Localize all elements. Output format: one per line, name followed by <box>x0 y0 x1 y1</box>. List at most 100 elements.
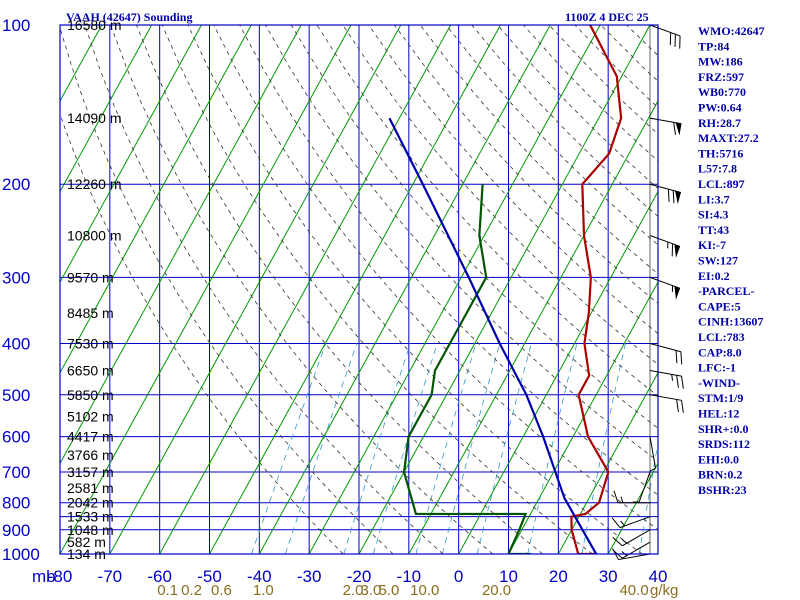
barb-flag <box>667 189 670 202</box>
dry-adiabat <box>213 25 658 531</box>
isotherm-line <box>607 462 658 554</box>
barb-staff <box>649 117 682 125</box>
dry-adiabat <box>161 25 593 554</box>
height-label: 7530 m <box>67 335 114 351</box>
dry-adiabat <box>136 25 543 554</box>
index-line: -PARCEL- <box>698 284 754 298</box>
index-line: LI:3.7 <box>698 192 730 206</box>
pressure-tick-label: 900 <box>2 521 30 540</box>
temperature-tick-label: -50 <box>197 567 222 586</box>
isotherm-line <box>258 25 551 554</box>
pressure-tick-label: 300 <box>2 268 30 287</box>
plot-border <box>59 24 659 555</box>
barb-staff <box>649 436 657 469</box>
height-label: 1533 m <box>67 509 114 525</box>
dry-adiabat <box>394 25 658 304</box>
index-line: LCL:897 <box>698 177 745 191</box>
height-label: 582 m <box>67 534 106 550</box>
temperature-tick-label: 30 <box>599 567 618 586</box>
isotherm-line <box>60 25 252 374</box>
temperature-tick-label: -60 <box>147 567 172 586</box>
barb-flag <box>613 490 619 503</box>
wind-barb-column <box>611 24 684 561</box>
index-line: BSHR:23 <box>698 483 747 497</box>
dry-adiabat <box>60 26 394 554</box>
wind-barb <box>649 235 681 258</box>
barb-staff <box>618 553 651 561</box>
temperature-tick-label: -30 <box>297 567 322 586</box>
wind-barb <box>649 183 682 205</box>
height-label: 12260 m <box>67 176 121 192</box>
index-line: SHR+:0.0 <box>698 422 749 436</box>
height-label: 134 m <box>67 546 106 562</box>
barb-flag <box>672 190 675 204</box>
index-line: PW:0.64 <box>698 101 742 115</box>
isotherm-line <box>557 371 658 554</box>
dry-adiabat <box>290 25 658 429</box>
barb-flag <box>673 122 676 135</box>
pressure-tick-label: 1000 <box>2 545 40 564</box>
index-line: MW:186 <box>698 55 743 69</box>
index-line: EHI:0.0 <box>698 452 739 466</box>
index-line: TH:5716 <box>698 146 743 160</box>
wind-barb <box>649 394 684 413</box>
barb-staff <box>622 541 651 559</box>
mixing-ratio-line <box>372 343 438 554</box>
barb-pennant <box>674 244 681 258</box>
wind-barb <box>611 516 651 529</box>
dry-adiabat <box>187 25 643 554</box>
index-line: CINH:13607 <box>698 315 763 329</box>
isotherm-line <box>60 25 202 284</box>
isotherm-line <box>308 25 601 554</box>
barb-staff <box>619 516 651 529</box>
wind-barb <box>632 471 651 503</box>
dry-adiabat <box>265 25 658 462</box>
dry-adiabat <box>84 25 444 554</box>
barb-half-flag <box>620 520 626 527</box>
mixing-ratio-line <box>343 343 411 554</box>
barb-flag <box>675 350 678 364</box>
wind-barb <box>649 370 684 389</box>
height-label: 3157 m <box>67 464 114 480</box>
isotherm-line <box>159 25 452 554</box>
height-label: 6650 m <box>67 363 114 379</box>
mixing-ratio-line <box>527 343 578 554</box>
height-label: 4417 m <box>67 429 114 445</box>
mixing-ratio-label: 10.0 <box>410 582 439 599</box>
wind-barb <box>612 529 651 547</box>
temperature-tick-label: 10 <box>499 567 518 586</box>
mixing-ratio-label: 2.0 <box>343 582 364 599</box>
barb-half-flag <box>671 374 674 381</box>
barb-staff <box>649 370 682 377</box>
index-line: HEL:12 <box>698 407 739 421</box>
pressure-tick-label: 500 <box>2 386 30 405</box>
index-line: KI:-7 <box>698 238 726 252</box>
index-line: BRN:0.2 <box>698 468 742 482</box>
dry-adiabat-lines <box>60 25 658 554</box>
temperature-tick-label: -40 <box>247 567 272 586</box>
dewpoint-profile <box>402 184 531 554</box>
temperature-tick-label: 40 <box>649 567 668 586</box>
isotherm-line <box>109 25 402 554</box>
station-title: VAAH (42647) Sounding <box>66 10 192 24</box>
height-label: 3766 m <box>67 447 114 463</box>
barb-staff <box>622 529 651 547</box>
temperature-tick-label: -20 <box>347 567 372 586</box>
wind-barb <box>613 490 650 504</box>
index-line: TT:43 <box>698 223 729 237</box>
wind-barb <box>649 436 657 472</box>
barb-pennant <box>675 122 682 136</box>
index-line: STM:1/9 <box>698 391 743 405</box>
valid-time: 1100Z 4 DEC 25 <box>565 10 649 24</box>
barb-staff <box>649 24 681 37</box>
mixing-ratio-line <box>251 343 327 554</box>
index-line: CAP:8.0 <box>698 345 742 359</box>
isotherm-line <box>358 25 651 554</box>
index-line: SRDS:112 <box>698 437 750 451</box>
mixing-ratio-label: 5.0 <box>378 582 399 599</box>
index-line: LFC:-1 <box>698 361 736 375</box>
barb-pennant <box>674 286 681 300</box>
height-label: 10800 m <box>67 228 121 244</box>
